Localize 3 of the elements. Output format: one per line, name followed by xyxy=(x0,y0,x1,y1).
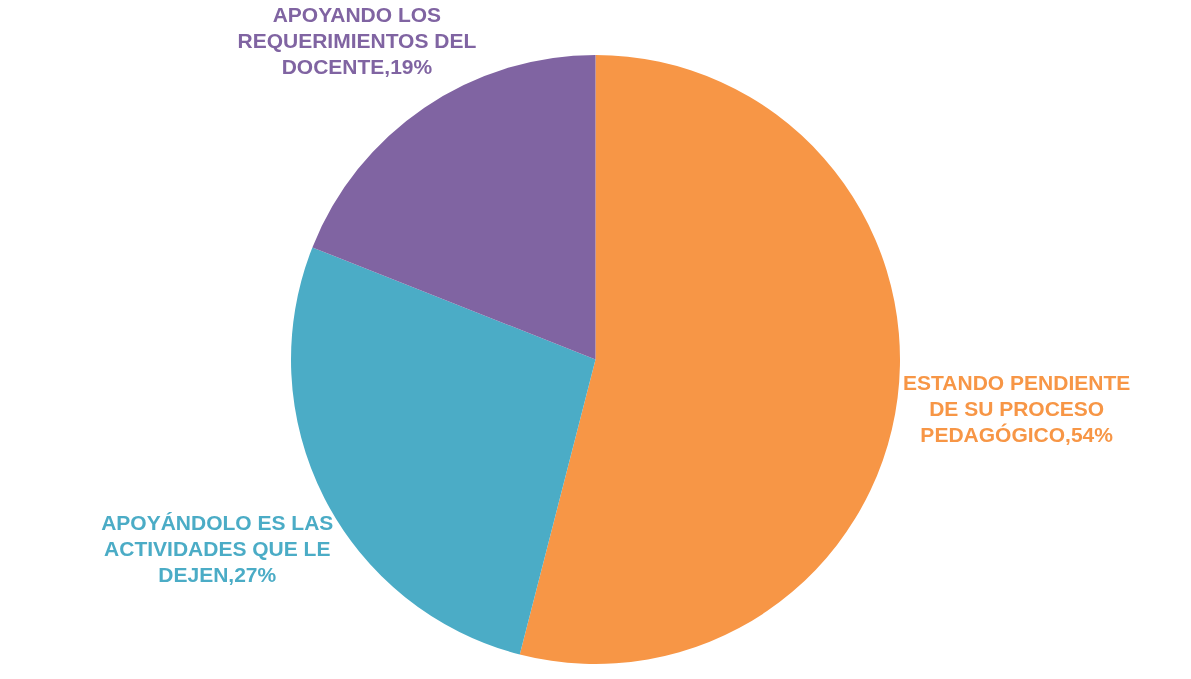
slice-label: ESTANDO PENDIENTE DE SU PROCESO PEDAGÓGICO,54% xyxy=(903,371,1131,446)
slice-label: APOYANDO LOS REQUERIMIENTOS DEL DOCENTE,19% xyxy=(237,3,477,79)
slice-label: APOYÁNDOLO ES LAS ACTIVIDADES QUE LE DEJEN,27% xyxy=(101,510,334,586)
